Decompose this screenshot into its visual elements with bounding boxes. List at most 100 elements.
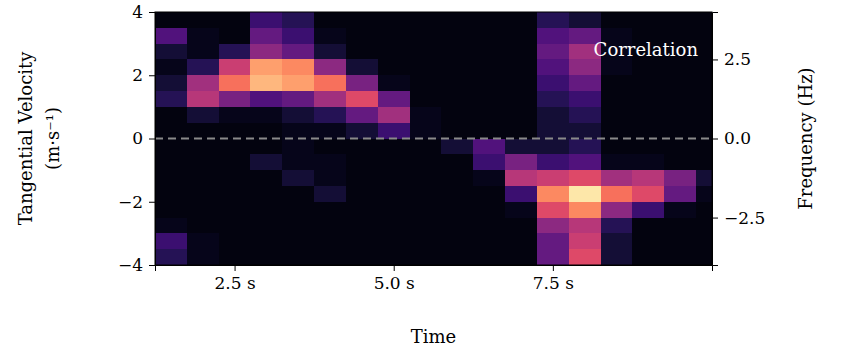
heatmap-cell bbox=[505, 186, 537, 202]
heatmap-cell bbox=[505, 233, 537, 249]
heatmap-cell bbox=[314, 28, 346, 44]
heatmap-cell bbox=[346, 75, 378, 91]
heatmap-cell bbox=[250, 28, 282, 44]
heatmap-cell bbox=[569, 12, 601, 28]
heatmap-cell bbox=[187, 12, 219, 28]
heatmap-cell bbox=[155, 123, 187, 139]
heatmap-cell bbox=[187, 123, 219, 139]
heatmap-cell bbox=[155, 202, 187, 218]
tick-mark bbox=[712, 59, 718, 60]
heatmap-cell bbox=[696, 249, 712, 265]
y-axis-title-line: Tangential Velocity bbox=[15, 51, 36, 226]
heatmap-cell bbox=[537, 186, 569, 202]
heatmap-cell bbox=[187, 91, 219, 107]
heatmap-cell bbox=[569, 233, 601, 249]
heatmap-cell bbox=[601, 154, 633, 170]
tick-label: 0 bbox=[132, 128, 143, 148]
heatmap-cell bbox=[250, 154, 282, 170]
heatmap-cell bbox=[696, 170, 712, 186]
tick-label: 0.0 bbox=[724, 128, 751, 148]
heatmap-cell bbox=[155, 28, 187, 44]
heatmap-cell bbox=[664, 123, 696, 139]
heatmap-cell bbox=[250, 170, 282, 186]
heatmap-cell bbox=[441, 170, 473, 186]
heatmap-cell bbox=[664, 12, 696, 28]
heatmap-cell bbox=[473, 75, 505, 91]
heatmap-cell bbox=[219, 59, 251, 75]
heatmap-cell bbox=[314, 107, 346, 123]
heatmap-cell bbox=[187, 170, 219, 186]
heatmap-cell bbox=[155, 91, 187, 107]
heatmap-cell bbox=[314, 139, 346, 155]
heatmap-cell bbox=[505, 91, 537, 107]
heatmap-cell bbox=[664, 186, 696, 202]
heatmap-cell bbox=[632, 170, 664, 186]
heatmap-cell bbox=[219, 218, 251, 234]
tick: 0 bbox=[132, 128, 155, 148]
heatmap-cell bbox=[282, 218, 314, 234]
heatmap-cell bbox=[219, 233, 251, 249]
heatmap-cell bbox=[696, 139, 712, 155]
heatmap-cell bbox=[410, 75, 442, 91]
tick: 5.0 s bbox=[374, 265, 415, 293]
heatmap-cell bbox=[219, 139, 251, 155]
heatmap-cell bbox=[601, 91, 633, 107]
heatmap-cell bbox=[664, 218, 696, 234]
heatmap-cell bbox=[314, 59, 346, 75]
tick-mark bbox=[149, 202, 155, 203]
heatmap-cell bbox=[664, 91, 696, 107]
tick-label: −2 bbox=[118, 192, 143, 212]
heatmap-cell bbox=[505, 123, 537, 139]
heatmap-cell bbox=[441, 44, 473, 60]
heatmap-cell bbox=[155, 170, 187, 186]
heatmap-cell bbox=[155, 107, 187, 123]
heatmap-cell bbox=[155, 154, 187, 170]
heatmap-cell bbox=[219, 202, 251, 218]
heatmap-cell bbox=[601, 249, 633, 265]
heatmap-cell bbox=[505, 249, 537, 265]
heatmap-cell bbox=[155, 139, 187, 155]
heatmap-cell bbox=[187, 233, 219, 249]
heatmap-cell bbox=[696, 123, 712, 139]
heatmap-cell bbox=[282, 75, 314, 91]
annotation: Correlation bbox=[594, 39, 699, 60]
tick-label: 2.5 bbox=[724, 49, 751, 69]
tick-mark bbox=[712, 139, 718, 140]
heatmap-cell bbox=[632, 107, 664, 123]
heatmap-cell bbox=[696, 28, 712, 44]
tick-label: −4 bbox=[118, 255, 143, 275]
heatmap-cell bbox=[473, 12, 505, 28]
heatmap-cell bbox=[282, 28, 314, 44]
heatmap-cell bbox=[410, 123, 442, 139]
heatmap-cell bbox=[441, 139, 473, 155]
heatmap-cell bbox=[187, 107, 219, 123]
tick: 2 bbox=[132, 65, 155, 85]
heatmap-cell bbox=[187, 44, 219, 60]
heatmap-cell bbox=[441, 91, 473, 107]
tick-mark bbox=[149, 12, 155, 13]
heatmap-cell bbox=[282, 170, 314, 186]
heatmap-cell bbox=[473, 249, 505, 265]
heatmap-cell bbox=[219, 44, 251, 60]
tick-label: 4 bbox=[132, 2, 143, 22]
heatmap-cell bbox=[219, 170, 251, 186]
tick-mark bbox=[149, 75, 155, 76]
heatmap-cell bbox=[441, 12, 473, 28]
heatmap-cell bbox=[664, 154, 696, 170]
heatmap-cell bbox=[441, 154, 473, 170]
heatmap-cell bbox=[696, 233, 712, 249]
heatmap-cell bbox=[441, 249, 473, 265]
heatmap-cell bbox=[282, 139, 314, 155]
heatmap-cell bbox=[378, 233, 410, 249]
tick-mark bbox=[553, 265, 554, 271]
heatmap-cell bbox=[696, 12, 712, 28]
heatmap-cell bbox=[632, 139, 664, 155]
tick: −2.5 bbox=[712, 208, 765, 228]
heatmap-cell bbox=[314, 123, 346, 139]
heatmap-cell bbox=[187, 75, 219, 91]
heatmap-cell bbox=[569, 91, 601, 107]
heatmap-cell bbox=[282, 12, 314, 28]
tick: 2.5 bbox=[712, 49, 751, 69]
heatmap-cell bbox=[378, 170, 410, 186]
heatmap-cell bbox=[410, 28, 442, 44]
